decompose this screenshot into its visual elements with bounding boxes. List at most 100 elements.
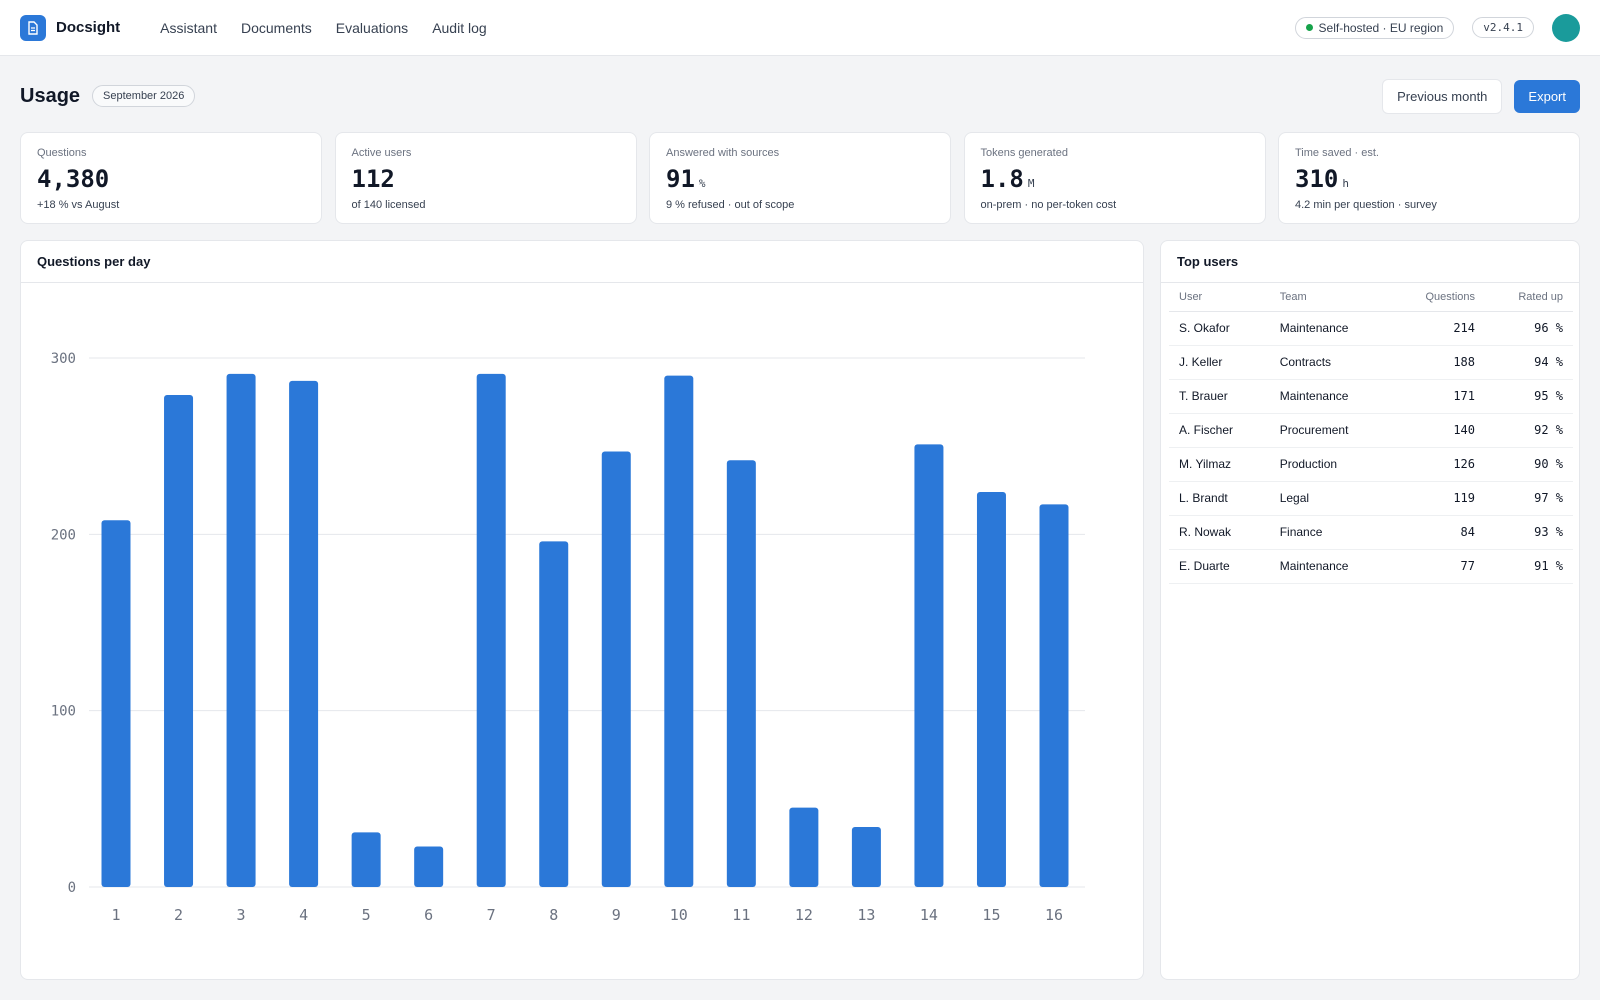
stat-label: Questions — [37, 147, 87, 159]
period-badge: September 2026 — [92, 85, 196, 107]
top-users-rows: S. Okafor Maintenance 214 96 % J. Keller Cont… — [1169, 311, 1573, 584]
stat-unit: % — [698, 177, 706, 190]
stat-unit: h — [1342, 177, 1349, 190]
cell-team: Procurement — [1269, 413, 1391, 448]
previous-month-button[interactable]: Previous month — [1382, 78, 1503, 114]
bar-day-16[interactable] — [1039, 504, 1069, 887]
stat-label: Active users — [351, 147, 412, 159]
cell-user: T. Brauer — [1169, 379, 1270, 414]
chart-title: Questions per day — [21, 241, 1143, 283]
bar-day-15[interactable] — [976, 492, 1006, 887]
bar-day-2[interactable] — [164, 395, 194, 887]
table-row[interactable]: S. Okafor Maintenance 214 96 % — [1169, 311, 1573, 346]
nav-audit-log[interactable]: Audit log — [432, 19, 487, 36]
stat-value: 310 — [1295, 165, 1339, 193]
table-row[interactable]: J. Keller Contracts 188 94 % — [1169, 345, 1573, 380]
bar-day-10[interactable] — [664, 375, 694, 887]
x-tick-label: 3 — [237, 906, 246, 924]
x-tick-label: 10 — [670, 906, 688, 924]
main-nav: Assistant Documents Evaluations Audit lo… — [160, 20, 511, 36]
stat-card-time-saved: Time saved · est. 310 h 4.2 min per quest… — [1278, 132, 1580, 224]
y-tick-label: 100 — [51, 704, 76, 720]
stat-label: Answered with sources — [666, 147, 780, 159]
table-row[interactable]: A. Fischer Procurement 140 92 % — [1169, 413, 1573, 448]
x-tick-label: 13 — [857, 906, 875, 924]
stat-value: 91 — [666, 165, 695, 193]
x-tick-label: 5 — [362, 906, 371, 924]
cell-rated-up: 95 % — [1485, 379, 1573, 414]
bar-day-6[interactable] — [414, 846, 444, 887]
column-rated-up[interactable]: Rated up — [1485, 283, 1573, 312]
y-tick-label: 300 — [51, 351, 76, 367]
column-user[interactable]: User — [1169, 283, 1270, 312]
bar-day-7[interactable] — [476, 373, 506, 887]
bar-day-13[interactable] — [851, 827, 881, 887]
table-row[interactable]: T. Brauer Maintenance 171 95 % — [1169, 379, 1573, 414]
bar-day-9[interactable] — [601, 451, 631, 887]
cell-questions: 126 — [1390, 447, 1485, 482]
bar-day-3[interactable] — [226, 373, 256, 887]
cell-rated-up: 93 % — [1485, 515, 1573, 550]
y-tick-label: 200 — [51, 527, 76, 543]
cell-user: S. Okafor — [1169, 311, 1270, 346]
hosting-badge: Self-hosted · EU region — [1294, 16, 1455, 39]
bar-day-11[interactable] — [726, 460, 756, 887]
status-dot-icon — [1305, 24, 1313, 31]
table-header-row: User Team Questions Rated up — [1169, 283, 1573, 312]
stat-cards: Questions 4,380 +18 % vs August Active u… — [20, 132, 1580, 224]
y-tick-label: 0 — [68, 880, 76, 896]
table-row[interactable]: L. Brandt Legal 119 97 % — [1169, 481, 1573, 516]
cell-team: Contracts — [1269, 345, 1391, 380]
x-tick-label: 4 — [299, 906, 308, 924]
table-row[interactable]: M. Yilmaz Production 126 90 % — [1169, 447, 1573, 482]
cell-team: Legal — [1269, 481, 1391, 516]
cell-team: Finance — [1269, 515, 1391, 550]
top-users-panel: Top users User Team Questions Rated up S… — [1160, 240, 1580, 980]
cell-user: A. Fischer — [1169, 413, 1270, 448]
column-team[interactable]: Team — [1269, 283, 1391, 312]
stat-unit: M — [1027, 177, 1035, 190]
stat-card-answered-with-sources: Answered with sources 91% 9 % refused · … — [649, 132, 951, 224]
export-button[interactable]: Export — [1514, 79, 1580, 113]
avatar[interactable] — [1552, 13, 1580, 42]
top-users-table: User Team Questions Rated up S. Okafor Ma… — [1169, 283, 1573, 584]
x-tick-label: 14 — [920, 906, 938, 924]
top-right-group: Self-hosted · EU region v2.4.1 — [1294, 13, 1580, 42]
cell-user: M. Yilmaz — [1169, 447, 1270, 482]
x-tick-label: 15 — [982, 906, 1000, 924]
column-questions[interactable]: Questions — [1390, 283, 1485, 312]
cell-user: J. Keller — [1169, 345, 1270, 380]
x-tick-label: 9 — [612, 906, 621, 924]
hosting-label: Self-hosted · EU region — [1318, 20, 1444, 35]
stat-value: 4,380 — [37, 165, 110, 193]
bar-day-5[interactable] — [351, 832, 381, 887]
x-tick-label: 2 — [174, 906, 183, 924]
bar-day-4[interactable] — [289, 380, 319, 887]
document-icon[interactable] — [20, 14, 46, 41]
table-row[interactable]: R. Nowak Finance 84 93 % — [1169, 515, 1573, 550]
cell-rated-up: 97 % — [1485, 481, 1573, 516]
cell-user: R. Nowak — [1169, 515, 1270, 550]
cell-rated-up: 94 % — [1485, 345, 1573, 380]
stat-card-active-users: Active users 112 of 140 licensed — [334, 132, 637, 224]
x-tick-label: 12 — [795, 906, 813, 924]
bar-day-8[interactable] — [539, 541, 569, 887]
nav-assistant[interactable]: Assistant — [160, 19, 217, 36]
bar-day-12[interactable] — [789, 807, 819, 887]
stat-card-tokens-generated: Tokens generated 1.8 M on-prem · no per-t… — [963, 132, 1266, 224]
nav-evaluations[interactable]: Evaluations — [335, 19, 409, 36]
cell-rated-up: 91 % — [1485, 549, 1573, 584]
cell-questions: 171 — [1390, 379, 1485, 414]
stat-value-row: 310 h — [1295, 165, 1563, 193]
table-row[interactable]: E. Duarte Maintenance 77 91 % — [1169, 549, 1573, 584]
bar-day-14[interactable] — [914, 444, 944, 887]
page-header: Usage September 2026 Previous month Expo… — [20, 78, 1580, 114]
x-tick-label: 1 — [111, 906, 120, 924]
cell-team: Production — [1269, 447, 1391, 482]
x-tick-label: 6 — [424, 906, 433, 924]
cell-team: Maintenance — [1269, 549, 1391, 584]
bar-day-1[interactable] — [101, 520, 131, 887]
app-name[interactable]: Docsight — [56, 19, 121, 36]
nav-documents[interactable]: Documents — [240, 19, 312, 36]
